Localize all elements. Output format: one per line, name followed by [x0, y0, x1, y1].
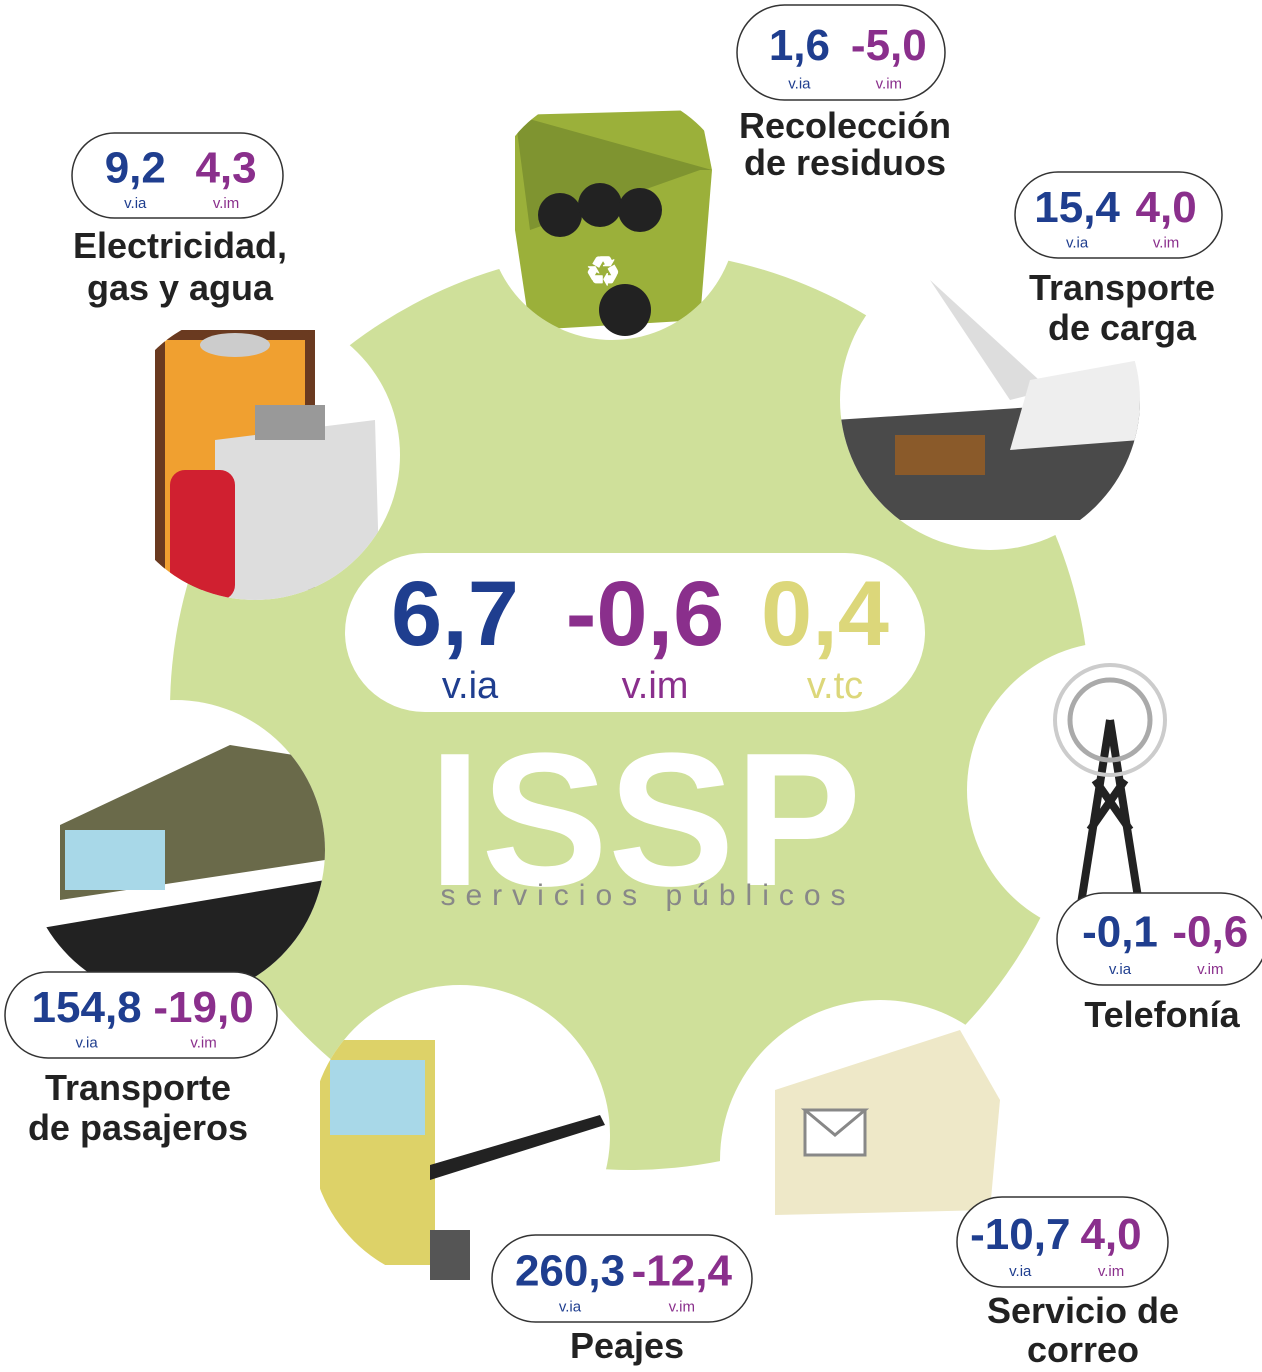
via-label: v.ia [1009, 1263, 1032, 1280]
value-pill [4, 971, 278, 1059]
sector-name: gas y agua [87, 267, 274, 308]
via-value: 1,6 [769, 21, 830, 70]
vim-value: -12,4 [632, 1246, 733, 1295]
vim-value: -19,0 [153, 983, 253, 1032]
via-label: v.ia [788, 76, 811, 93]
vim-value: 4,0 [1080, 1210, 1141, 1259]
via-label: v.ia [1066, 235, 1089, 252]
center-via-label: v.ia [442, 665, 499, 707]
center-vim-label: v.im [622, 665, 689, 707]
vim-label: v.im [876, 76, 902, 93]
value-pill [71, 132, 284, 219]
center-vtc-label: v.tc [807, 665, 863, 707]
vim-value: -5,0 [851, 21, 927, 70]
via-value: -0,1 [1082, 907, 1158, 956]
via-value: 15,4 [1034, 183, 1120, 232]
sector-name: de pasajeros [28, 1107, 248, 1148]
vim-value: 4,0 [1136, 183, 1197, 232]
via-label: v.ia [559, 1299, 582, 1316]
svg-text:♻: ♻ [585, 250, 621, 294]
via-label: v.ia [75, 1035, 98, 1052]
sector-name: Peajes [570, 1325, 684, 1366]
center-vim: -0,6 [566, 563, 725, 665]
sector-name: Electricidad, [73, 225, 287, 266]
sector-name: Transporte [45, 1067, 231, 1108]
via-label: v.ia [1109, 961, 1132, 978]
sector-name: de residuos [744, 142, 946, 183]
sector-name: Recolección [739, 105, 951, 146]
sector-name: Telefonía [1084, 994, 1240, 1035]
value-pill [491, 1234, 753, 1323]
via-value: 260,3 [515, 1246, 625, 1295]
center-pill [345, 553, 925, 712]
via-value: 9,2 [105, 143, 166, 192]
vim-label: v.im [1153, 235, 1179, 252]
via-label: v.ia [124, 195, 147, 212]
vim-label: v.im [213, 195, 239, 212]
value-pill [736, 4, 946, 101]
center-via: 6,7 [391, 563, 519, 665]
value-pill [956, 1196, 1169, 1288]
vim-label: v.im [190, 1035, 216, 1052]
vim-label: v.im [669, 1299, 695, 1316]
sector-name: Transporte [1029, 267, 1215, 308]
vim-value: 4,3 [195, 143, 256, 192]
sector-name: correo [1027, 1329, 1139, 1367]
sector-name: de carga [1048, 307, 1197, 348]
center-vtc: 0,4 [761, 563, 889, 665]
via-value: -10,7 [970, 1210, 1070, 1259]
vim-label: v.im [1098, 1263, 1124, 1280]
via-value: 154,8 [32, 983, 142, 1032]
value-pill [1014, 171, 1223, 259]
vim-value: -0,6 [1172, 907, 1248, 956]
subtitle: servicios públicos [440, 879, 855, 912]
vim-label: v.im [1197, 961, 1223, 978]
illustrations: ♻ [25, 90, 1262, 1320]
sector-name: Servicio de [987, 1290, 1179, 1331]
value-pill [1056, 892, 1262, 986]
title: ISSP [429, 714, 862, 926]
